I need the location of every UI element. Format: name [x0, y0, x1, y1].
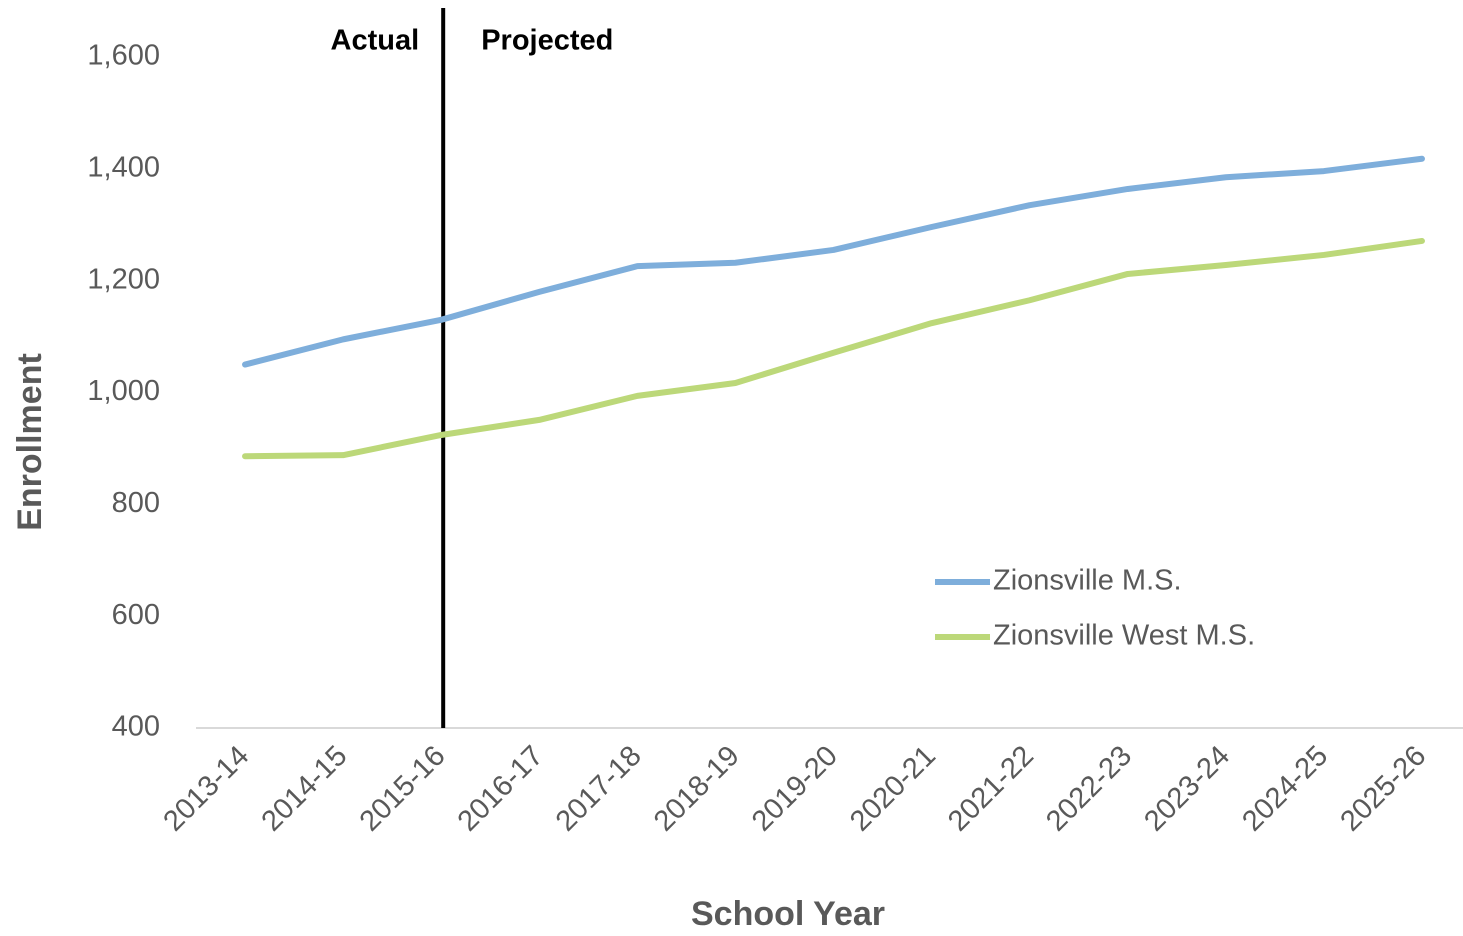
- y-tick-label: 1,200: [87, 263, 160, 295]
- y-tick-label: 1,000: [87, 375, 160, 407]
- x-tick-label: 2014-15: [256, 740, 354, 838]
- x-tick-label: 2019-20: [746, 740, 844, 838]
- x-tick-label: 2023-24: [1138, 740, 1236, 838]
- y-tick-label: 1,400: [87, 151, 160, 183]
- x-tick-label: 2015-16: [354, 740, 452, 838]
- y-tick-label: 400: [112, 711, 160, 743]
- series-line: [242, 155, 1425, 368]
- x-tick-label: 2024-25: [1236, 740, 1334, 838]
- series-line: [242, 237, 1425, 460]
- x-axis-title: School Year: [691, 895, 885, 933]
- annotation: Projected: [481, 25, 613, 57]
- annotation: Actual: [331, 25, 420, 57]
- x-tick-label: 2018-19: [648, 740, 746, 838]
- x-tick-label: 2016-17: [452, 740, 550, 838]
- legend-label: Zionsville West M.S.: [993, 620, 1255, 652]
- legend-label: Zionsville M.S.: [993, 565, 1182, 597]
- x-tick-label: 2013-14: [158, 740, 256, 838]
- y-tick-label: 800: [112, 487, 160, 519]
- y-tick-label: 1,600: [87, 40, 160, 72]
- x-tick-label: 2020-21: [844, 740, 942, 838]
- x-tick-label: 2021-22: [942, 740, 1040, 838]
- x-tick-label: 2022-23: [1040, 740, 1138, 838]
- x-tick-label: 2017-18: [550, 740, 648, 838]
- y-axis-title: Enrollment: [11, 353, 49, 531]
- y-tick-label: 600: [112, 599, 160, 631]
- x-tick-label: 2025-26: [1334, 740, 1432, 838]
